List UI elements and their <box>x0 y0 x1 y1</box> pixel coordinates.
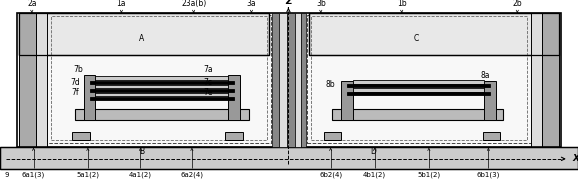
Text: 1a: 1a <box>117 0 126 8</box>
Text: 6b2(4): 6b2(4) <box>319 171 342 178</box>
Text: 2b: 2b <box>513 0 522 8</box>
Text: B: B <box>139 147 144 156</box>
Bar <box>95 93 228 96</box>
Text: 4a1(2): 4a1(2) <box>129 171 152 178</box>
Text: X: X <box>572 154 578 163</box>
Bar <box>51 16 267 140</box>
Bar <box>531 13 542 147</box>
Text: 1b: 1b <box>397 0 406 8</box>
Text: 6b1(3): 6b1(3) <box>477 171 500 178</box>
Bar <box>19 13 269 55</box>
Bar <box>347 92 490 95</box>
Text: 6a2(4): 6a2(4) <box>180 171 203 178</box>
Bar <box>307 15 556 143</box>
Text: 6a1(3): 6a1(3) <box>22 171 45 178</box>
Bar <box>353 88 484 92</box>
Text: 7b: 7b <box>73 65 83 74</box>
Text: 7f: 7f <box>71 88 79 97</box>
Bar <box>311 16 527 140</box>
Text: D: D <box>370 147 376 156</box>
Bar <box>36 13 47 147</box>
Text: 5a1(2): 5a1(2) <box>76 171 99 178</box>
Text: 5b1(2): 5b1(2) <box>417 171 440 178</box>
Bar <box>0 147 578 169</box>
Bar <box>19 13 269 55</box>
Bar <box>332 109 503 120</box>
Text: 2a: 2a <box>27 0 36 8</box>
Bar <box>341 81 353 120</box>
Text: 7d: 7d <box>71 78 80 87</box>
Bar <box>347 84 490 87</box>
Bar <box>17 13 561 147</box>
Text: A: A <box>139 34 144 43</box>
Bar <box>90 89 234 92</box>
Bar <box>309 13 559 55</box>
Bar <box>228 75 240 120</box>
Bar <box>324 132 341 140</box>
Bar <box>75 109 249 120</box>
Text: 3b: 3b <box>316 0 325 8</box>
Text: C: C <box>413 34 419 43</box>
Bar <box>84 75 95 120</box>
Text: 7c: 7c <box>203 78 213 87</box>
Text: 9: 9 <box>5 172 9 178</box>
Bar <box>542 13 559 147</box>
Text: 7e: 7e <box>203 88 213 97</box>
Bar <box>301 13 306 147</box>
Bar <box>272 13 279 147</box>
Text: 7a: 7a <box>203 65 213 74</box>
Bar <box>95 76 228 80</box>
Bar <box>17 13 561 147</box>
Bar <box>309 13 559 55</box>
Bar <box>483 132 500 140</box>
Text: 4b1(2): 4b1(2) <box>363 171 386 178</box>
Bar <box>287 13 295 147</box>
Bar <box>95 85 228 88</box>
Bar <box>72 132 90 140</box>
Bar <box>19 13 36 147</box>
Text: 8b: 8b <box>326 80 335 89</box>
Bar <box>279 13 287 147</box>
Bar <box>0 147 578 169</box>
Text: 23a(b): 23a(b) <box>181 0 206 8</box>
Text: 3a: 3a <box>247 0 256 8</box>
Text: 8a: 8a <box>481 71 490 80</box>
Bar <box>353 80 484 84</box>
Bar <box>23 15 271 143</box>
Bar <box>484 81 496 120</box>
Bar <box>90 97 234 100</box>
Bar <box>295 13 301 147</box>
Bar <box>90 81 234 84</box>
Text: Z: Z <box>285 0 292 6</box>
Bar <box>225 132 243 140</box>
